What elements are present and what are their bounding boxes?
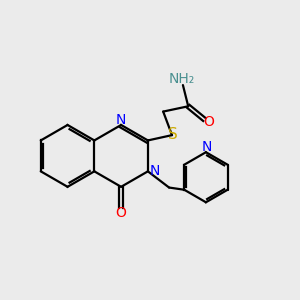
Text: N: N <box>202 140 212 154</box>
Text: O: O <box>204 115 214 129</box>
Text: S: S <box>168 127 178 142</box>
Text: N: N <box>149 164 160 178</box>
Text: N: N <box>116 113 126 127</box>
Text: O: O <box>116 206 127 220</box>
Text: NH₂: NH₂ <box>168 72 195 86</box>
